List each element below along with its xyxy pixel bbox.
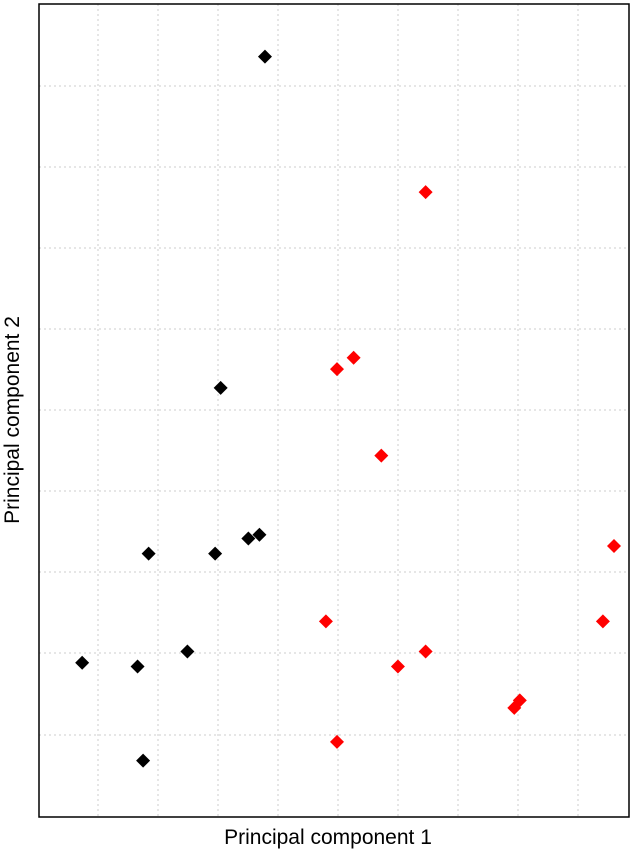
data-point-series-2 xyxy=(346,350,361,365)
data-point-series-1 xyxy=(180,644,195,659)
data-points xyxy=(75,49,621,768)
data-point-series-2 xyxy=(418,644,433,659)
data-point-series-2 xyxy=(595,614,610,629)
data-point-series-1 xyxy=(213,380,228,395)
data-point-series-1 xyxy=(75,655,90,670)
data-point-series-1 xyxy=(241,531,256,546)
data-point-series-1 xyxy=(141,546,156,561)
grid-lines xyxy=(39,4,629,817)
x-axis-label: Principal component 1 xyxy=(224,826,432,849)
data-point-series-2 xyxy=(418,185,433,200)
data-point-series-2 xyxy=(318,614,333,629)
data-point-series-1 xyxy=(136,753,151,768)
data-point-series-1 xyxy=(252,527,267,542)
data-point-series-2 xyxy=(507,700,522,715)
y-axis-label: Principal component 2 xyxy=(1,316,24,524)
data-point-series-2 xyxy=(330,734,344,749)
data-point-series-1 xyxy=(257,49,272,64)
data-point-series-1 xyxy=(208,546,223,561)
data-point-series-2 xyxy=(607,539,621,554)
data-point-series-2 xyxy=(330,362,344,377)
data-point-series-2 xyxy=(374,448,389,463)
data-point-series-1 xyxy=(130,659,145,674)
plot-frame xyxy=(38,3,630,818)
data-point-series-2 xyxy=(390,659,405,674)
